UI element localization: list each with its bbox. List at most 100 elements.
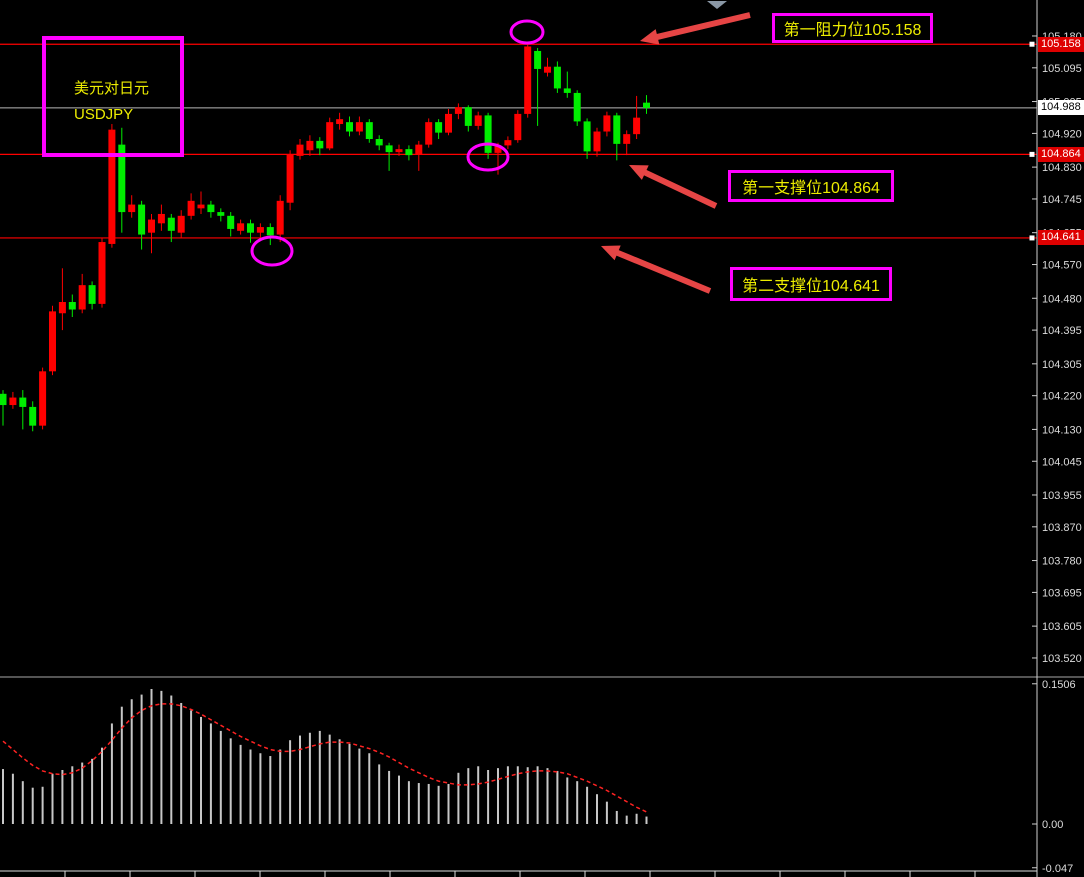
histogram-bar [328,734,331,824]
histogram-bar [140,694,143,824]
candle [237,223,245,231]
chart-shift-marker-icon [707,1,727,9]
histogram-bar [120,706,123,824]
candle [544,66,551,73]
indicator-tick-label: 0.00 [1042,819,1063,831]
candle [227,215,235,229]
histogram-bar [190,710,193,824]
candle [128,204,136,213]
histogram-bar [200,716,202,824]
candle [9,397,17,406]
instrument-name-cn: 美元对日元 [74,80,150,97]
candle [68,302,76,310]
support1-label-box[interactable]: 第一支撑位104.864 [728,170,894,202]
annotation-arrow-head[interactable] [601,245,621,261]
candle [108,129,116,244]
candle [494,145,502,153]
instrument-label-text: 美元对日元 USDJPY [74,76,149,128]
candle [187,200,195,216]
price-tick-label: 103.955 [1042,490,1082,502]
annotation-arrow-shaft[interactable] [640,168,718,209]
histogram-bar [586,786,589,824]
highlight-circle[interactable] [466,142,510,172]
price-tick-label: 104.045 [1042,456,1082,468]
histogram-bar [358,748,361,824]
histogram-bar [635,813,638,824]
candle [316,140,324,149]
candle [504,140,512,146]
histogram-bar [61,770,64,824]
highlight-circle[interactable] [509,19,545,45]
annotation-arrow-head[interactable] [629,165,649,180]
price-tick-label: 103.780 [1042,556,1082,568]
price-tag-current: 104.988 [1038,100,1084,116]
histogram-bar [437,785,440,824]
candle [296,144,304,156]
indicator-tick-label: -0.047 [1042,863,1073,875]
price-tick-label: 104.570 [1042,260,1082,272]
price-tag-support1: 104.864 [1038,146,1084,162]
histogram-bar [645,816,648,824]
histogram-bar [71,766,74,824]
histogram-bar [209,723,212,824]
candle [336,119,344,125]
support1-label: 第一支撑位104.864 [742,180,880,197]
histogram-bar [605,801,608,824]
histogram-bar [91,758,94,824]
histogram-bar [417,783,420,824]
price-tick-label: 104.830 [1042,162,1082,174]
candle [405,149,413,156]
candle [0,393,7,406]
candle [534,50,542,69]
candle [98,242,106,304]
histogram-bar [506,766,509,824]
candle [415,144,423,155]
candle [464,107,472,126]
annotation-arrow-head[interactable] [640,29,660,45]
price-tick-label: 104.220 [1042,391,1082,403]
resistance1-line-handle[interactable] [1029,41,1035,47]
candle [88,285,96,304]
histogram-bar [269,756,272,824]
histogram-bar [150,689,153,824]
candle [346,122,353,132]
instrument-label-box[interactable]: 美元对日元 USDJPY [42,36,184,157]
histogram-bar [289,740,292,824]
candle [197,204,205,209]
histogram-bar [170,695,173,824]
histogram-bar [308,732,311,824]
annotation-arrow-shaft[interactable] [652,12,751,41]
candle [326,122,334,149]
support1-line-handle[interactable] [1029,151,1035,157]
support2-line-handle[interactable] [1029,235,1035,241]
candle [19,397,27,407]
histogram-bar [407,781,410,824]
histogram-bar [526,767,529,824]
price-tick-label: 104.130 [1042,424,1082,436]
histogram-bar [2,769,4,824]
candle [49,311,56,372]
histogram-bar [180,702,183,824]
candle [355,122,363,132]
candle [39,371,47,426]
histogram-bar [338,739,341,824]
candle [454,107,462,114]
candle [207,204,215,213]
histogram-bar [219,730,222,824]
price-tick-label: 103.695 [1042,587,1082,599]
histogram-bar [388,770,391,824]
candle [603,115,611,132]
histogram-bar [318,730,321,824]
candle [623,134,631,144]
support2-label-box[interactable]: 第二支撑位104.641 [730,267,892,301]
histogram-bar [566,777,569,824]
histogram-bar [160,690,163,824]
histogram-bar [615,810,618,824]
histogram-bar [31,787,34,824]
resistance1-label-box[interactable]: 第一阻力位105.158 [772,13,933,43]
annotation-arrow-shaft[interactable] [612,248,712,294]
candle [474,115,482,126]
highlight-circle[interactable] [250,235,294,267]
